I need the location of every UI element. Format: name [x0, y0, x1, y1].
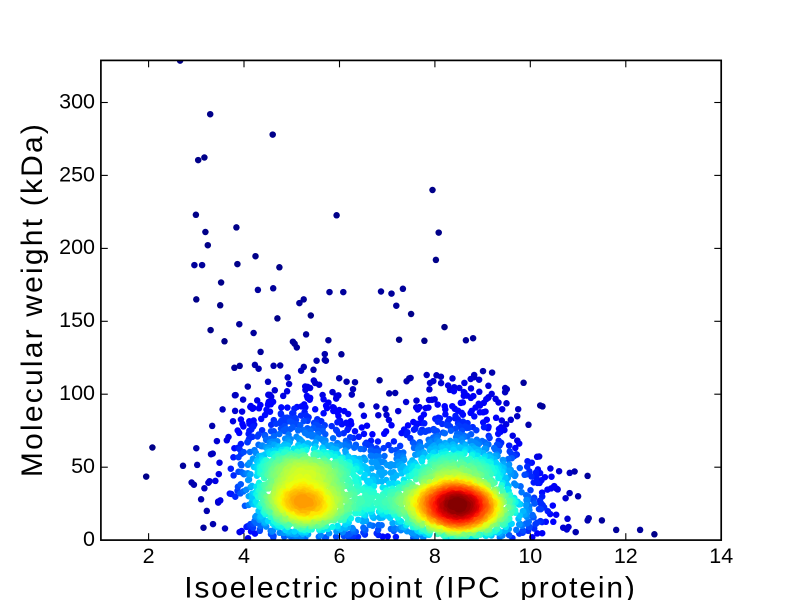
svg-text:Molecular weight (kDa): Molecular weight (kDa): [16, 122, 49, 477]
svg-text:100: 100: [59, 381, 95, 405]
svg-text:200: 200: [59, 235, 95, 259]
svg-text:50: 50: [71, 454, 95, 478]
svg-text:10: 10: [518, 544, 542, 568]
svg-text:8: 8: [429, 544, 441, 568]
svg-text:2: 2: [143, 544, 155, 568]
svg-text:250: 250: [59, 162, 95, 186]
svg-text:0: 0: [83, 527, 95, 551]
svg-text:150: 150: [59, 308, 95, 332]
svg-text:300: 300: [59, 89, 95, 113]
svg-text:4: 4: [238, 544, 250, 568]
svg-text:6: 6: [334, 544, 346, 568]
svg-text:Isoelectric point (IPC_protein: Isoelectric point (IPC_protein): [184, 572, 637, 600]
svg-text:12: 12: [614, 544, 638, 568]
svg-text:14: 14: [709, 544, 733, 568]
